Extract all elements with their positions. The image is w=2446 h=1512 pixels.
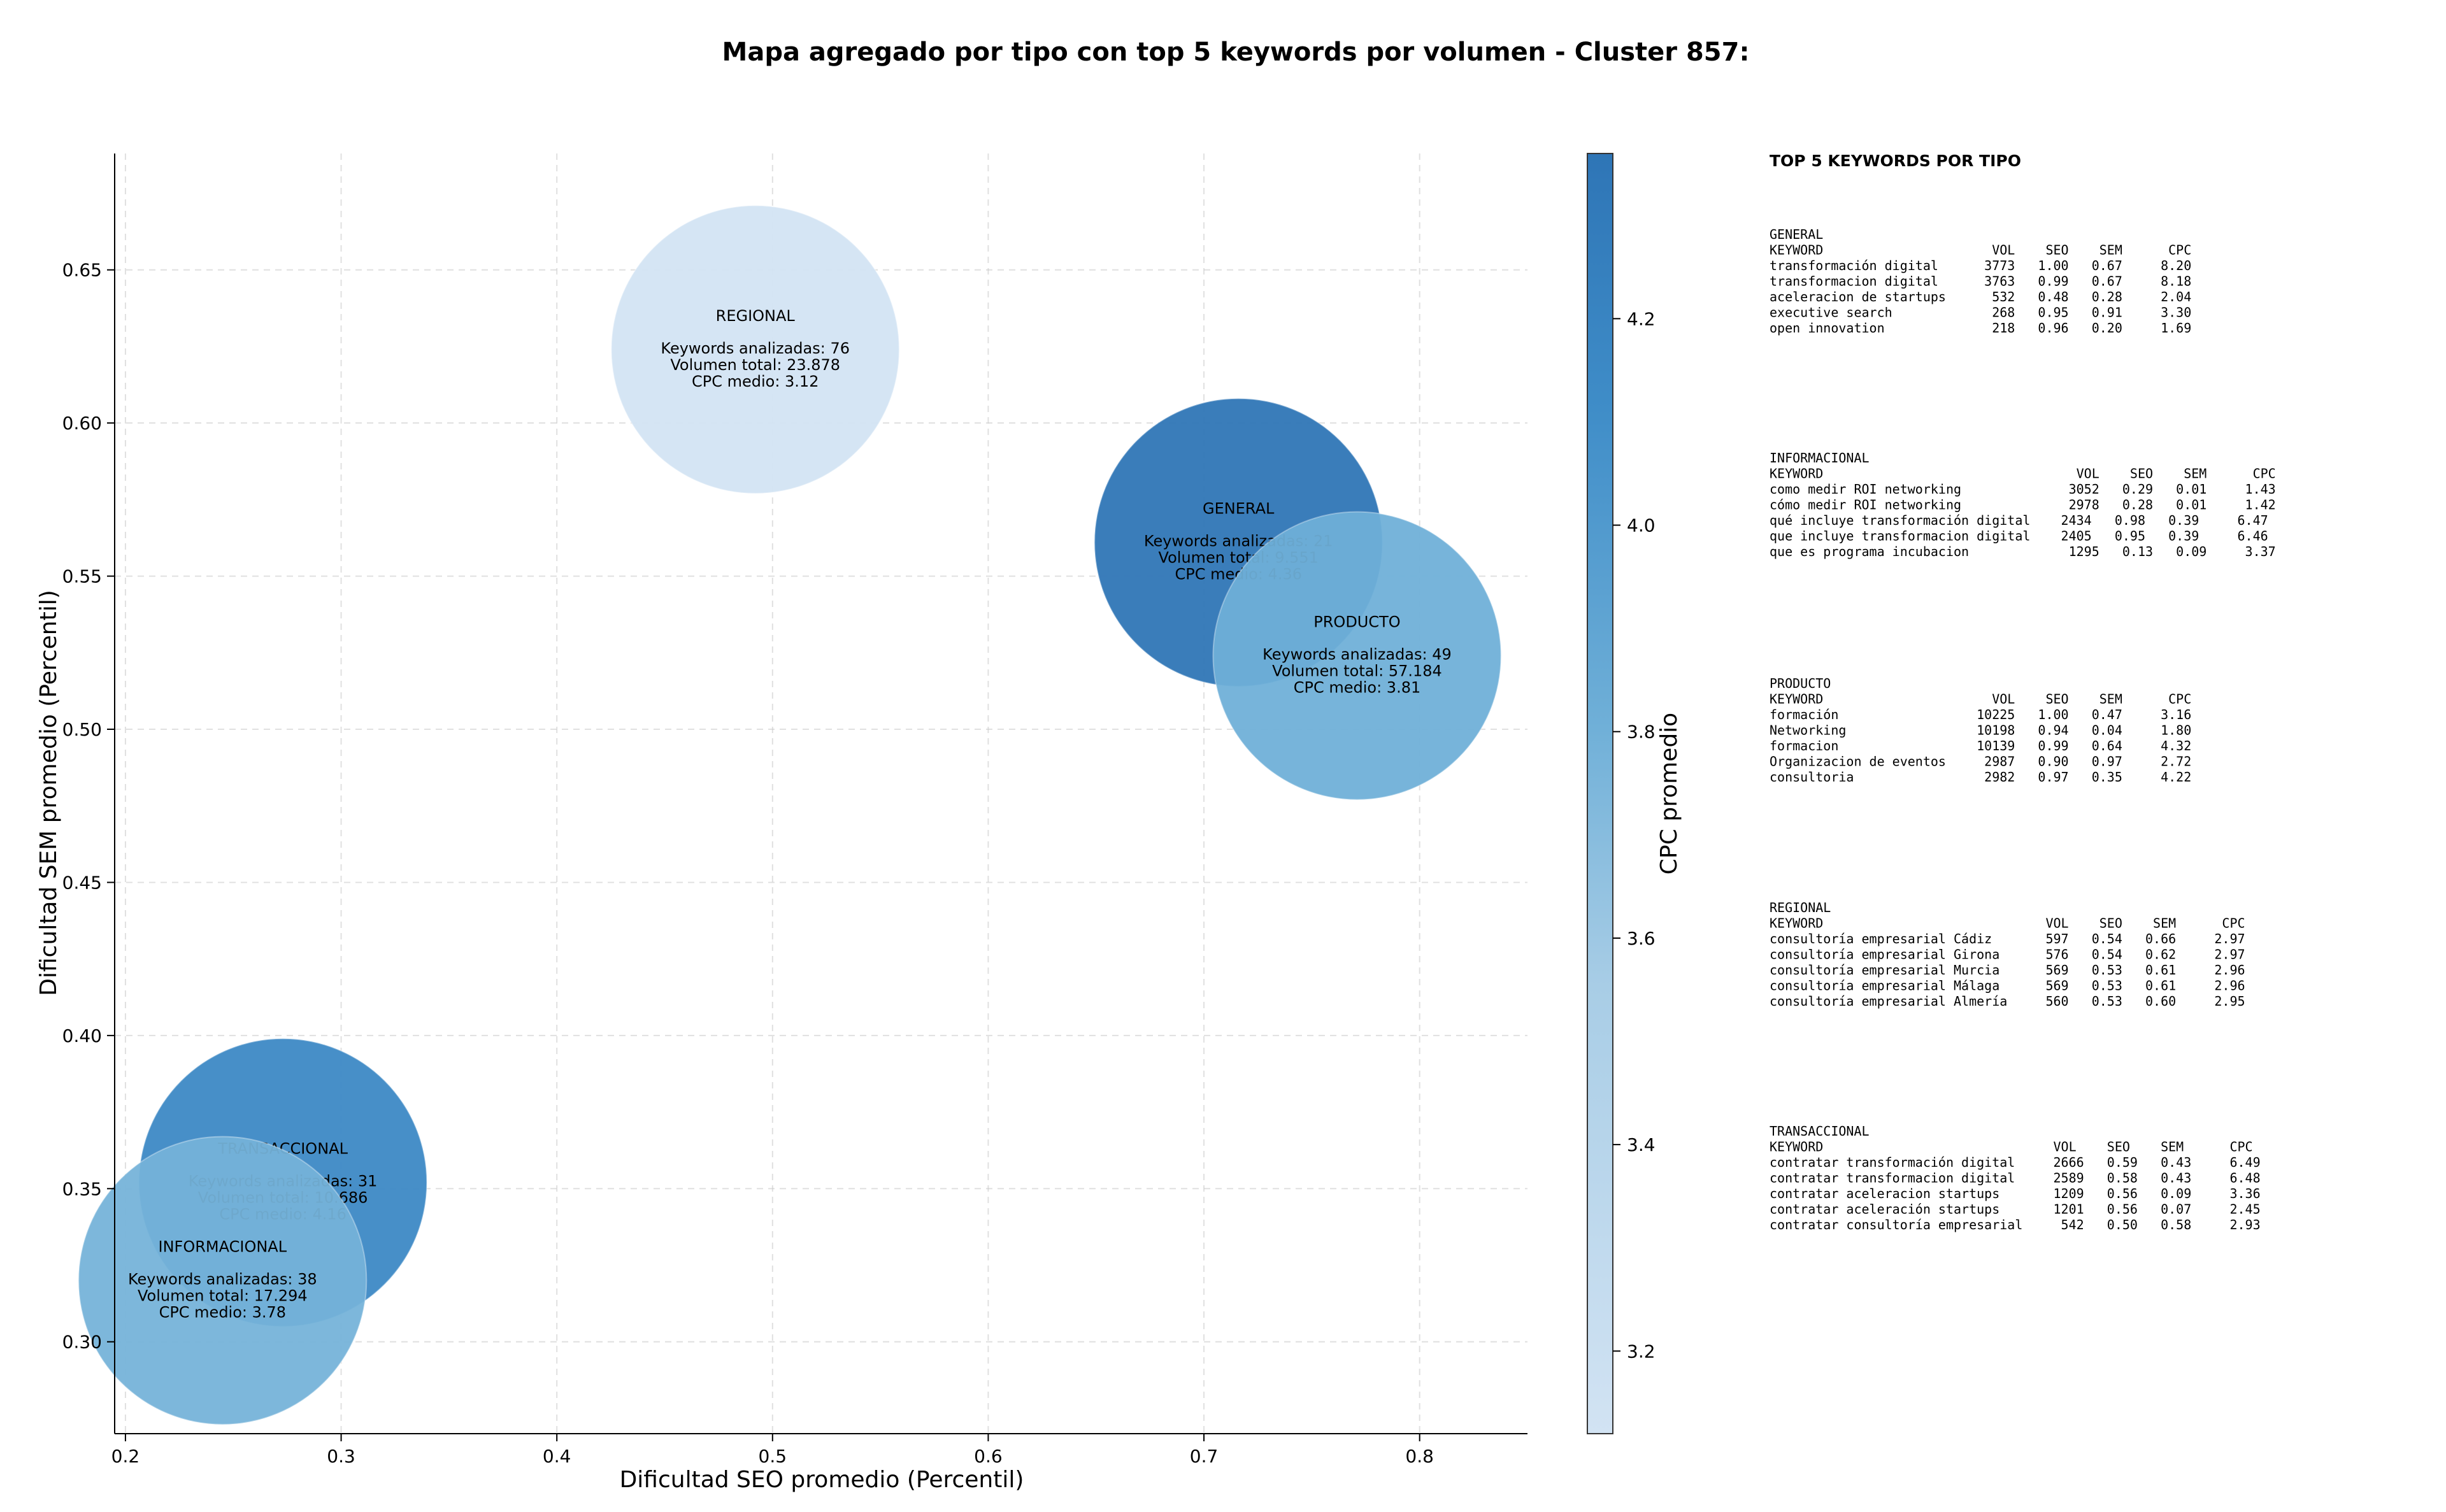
panel-title: TOP 5 KEYWORDS POR TIPO bbox=[1770, 152, 2021, 170]
bubble-cpc-label: CPC medio: 3.78 bbox=[159, 1304, 287, 1322]
keyword-row: contratar consultoría empresarial 542 0.… bbox=[1770, 1217, 2261, 1232]
x-axis-label: Dificultad SEO promedio (Percentil) bbox=[620, 1467, 1024, 1493]
section-header: KEYWORD VOL SEO SEM CPC bbox=[1770, 1139, 2253, 1155]
y-axis-label: Dificultad SEM promedio (Percentil) bbox=[36, 590, 62, 996]
x-tick-label: 0.2 bbox=[111, 1446, 140, 1467]
bubble-informacional bbox=[78, 1136, 368, 1425]
section-name: TRANSACCIONAL bbox=[1770, 1123, 1870, 1139]
colorbar-tick-label: 4.2 bbox=[1627, 308, 1656, 329]
keyword-row: consultoria 2982 0.97 0.35 4.22 bbox=[1770, 769, 2191, 785]
x-tick-label: 0.6 bbox=[974, 1446, 1003, 1467]
colorbar-tick-label: 4.0 bbox=[1627, 515, 1656, 536]
x-tick-label: 0.4 bbox=[543, 1446, 571, 1467]
x-tick-label: 0.5 bbox=[759, 1446, 787, 1467]
y-tick-label: 0.65 bbox=[62, 260, 102, 281]
keyword-row: transformación digital 3773 1.00 0.67 8.… bbox=[1770, 258, 2191, 273]
keyword-row: executive search 268 0.95 0.91 3.30 bbox=[1770, 305, 2191, 320]
colorbar-label: CPC promedio bbox=[1656, 713, 1682, 874]
section-header: KEYWORD VOL SEO SEM CPC bbox=[1770, 243, 2191, 258]
bubble-name-label: GENERAL bbox=[1203, 500, 1275, 518]
keyword-row: qué incluye transformación digital 2434 … bbox=[1770, 513, 2268, 528]
bubble-regional bbox=[610, 204, 900, 494]
keyword-row: consultoría empresarial Almería 560 0.53… bbox=[1770, 994, 2245, 1009]
section-name: INFORMACIONAL bbox=[1770, 450, 1870, 466]
x-tick-label: 0.8 bbox=[1405, 1446, 1434, 1467]
keyword-row: aceleracion de startups 532 0.48 0.28 2.… bbox=[1770, 289, 2191, 304]
colorbar-ticks: 3.2 3.4 3.6 3.8 4.0 4.2 bbox=[1613, 308, 1656, 1362]
section-name: REGIONAL bbox=[1770, 900, 1831, 915]
keyword-row: consultoría empresarial Cádiz 597 0.54 0… bbox=[1770, 931, 2245, 946]
y-tick-label: 0.60 bbox=[62, 413, 102, 434]
keyword-row: contratar aceleración startups 1201 0.56… bbox=[1770, 1202, 2261, 1217]
x-tick-label: 0.7 bbox=[1190, 1446, 1219, 1467]
keyword-row: cómo medir ROI networking 2978 0.28 0.01… bbox=[1770, 497, 2276, 513]
keyword-row: contratar transformación digital 2666 0.… bbox=[1770, 1155, 2261, 1170]
keyword-row: como medir ROI networking 3052 0.29 0.01… bbox=[1770, 481, 2276, 497]
y-tick-label: 0.30 bbox=[62, 1332, 102, 1353]
bubble-cpc-label: CPC medio: 3.12 bbox=[692, 373, 819, 390]
bubble-volume-label: Volumen total: 57.184 bbox=[1272, 662, 1442, 680]
y-tick-label: 0.35 bbox=[62, 1178, 102, 1199]
section-header: KEYWORD VOL SEO SEM CPC bbox=[1770, 692, 2191, 707]
chart-title: Mapa agregado por tipo con top 5 keyword… bbox=[722, 38, 1750, 67]
x-tick-label: 0.3 bbox=[327, 1446, 355, 1467]
section-header: KEYWORD VOL SEO SEM CPC bbox=[1770, 466, 2276, 481]
colorbar-tick-label: 3.4 bbox=[1627, 1134, 1656, 1155]
keyword-row: Organizacion de eventos 2987 0.90 0.97 2… bbox=[1770, 754, 2191, 769]
keyword-row: consultoría empresarial Málaga 569 0.53 … bbox=[1770, 978, 2245, 994]
keyword-row: que es programa incubacion 1295 0.13 0.0… bbox=[1770, 544, 2276, 559]
bubble-name-label: INFORMACIONAL bbox=[159, 1238, 287, 1256]
bubble-keywords-label: Keywords analizadas: 49 bbox=[1262, 646, 1452, 664]
bubble-keywords-label: Keywords analizadas: 76 bbox=[661, 339, 850, 357]
bubble-keywords-label: Keywords analizadas: 38 bbox=[128, 1271, 317, 1288]
section-header: KEYWORD VOL SEO SEM CPC bbox=[1770, 916, 2245, 931]
section-name: PRODUCTO bbox=[1770, 676, 1831, 691]
keyword-row: formación 10225 1.00 0.47 3.16 bbox=[1770, 707, 2191, 722]
section-name: GENERAL bbox=[1770, 227, 1823, 242]
keyword-row: consultoría empresarial Girona 576 0.54 … bbox=[1770, 947, 2245, 962]
bubble-producto bbox=[1212, 511, 1502, 801]
keyword-row: contratar aceleracion startups 1209 0.56… bbox=[1770, 1186, 2261, 1201]
bubble-group-informacional: INFORMACIONAL Keywords analizadas: 38Volu… bbox=[78, 1136, 368, 1425]
keyword-row: transformacion digital 3763 0.99 0.67 8.… bbox=[1770, 274, 2191, 289]
colorbar-tick-label: 3.2 bbox=[1627, 1341, 1656, 1362]
bubble-volume-label: Volumen total: 23.878 bbox=[670, 356, 840, 374]
keyword-row: consultoría empresarial Murcia 569 0.53 … bbox=[1770, 962, 2245, 978]
bubble-volume-label: Volumen total: 17.294 bbox=[138, 1287, 308, 1305]
colorbar-tick-label: 3.6 bbox=[1627, 928, 1656, 949]
y-tick-label: 0.40 bbox=[62, 1025, 102, 1046]
bubble-cpc-label: CPC medio: 3.81 bbox=[1294, 679, 1421, 697]
y-tick-label: 0.45 bbox=[62, 872, 102, 893]
bubble-name-label: PRODUCTO bbox=[1313, 613, 1400, 631]
keyword-row: open innovation 218 0.96 0.20 1.69 bbox=[1770, 320, 2191, 336]
keyword-row: que incluye transformacion digital 2405 … bbox=[1770, 529, 2268, 544]
keyword-row: Networking 10198 0.94 0.04 1.80 bbox=[1770, 723, 2191, 738]
colorbar-tick-label: 3.8 bbox=[1627, 722, 1656, 743]
keyword-row: contratar transformacion digital 2589 0.… bbox=[1770, 1171, 2261, 1186]
colorbar bbox=[1587, 153, 1613, 1434]
bubble-name-label: REGIONAL bbox=[716, 307, 796, 325]
y-tick-label: 0.55 bbox=[62, 566, 102, 587]
y-tick-label: 0.50 bbox=[62, 719, 102, 740]
keyword-row: formacion 10139 0.99 0.64 4.32 bbox=[1770, 738, 2191, 753]
axes: 0.2 0.3 0.4 0.5 0.6 0.7 0.8 0.30 0.35 0.40 0.45 0.5… bbox=[62, 153, 1527, 1467]
